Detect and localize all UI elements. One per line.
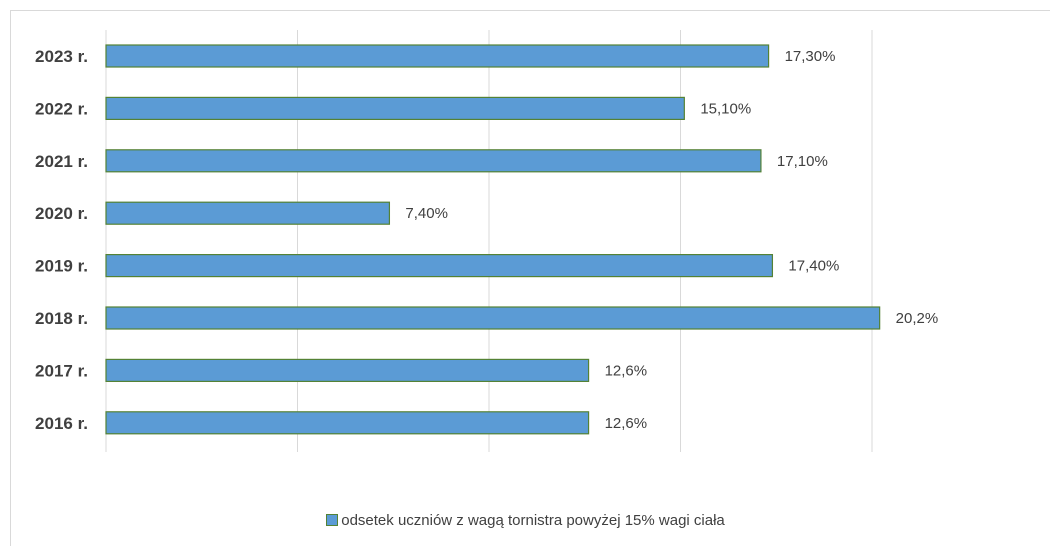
category-label: 2019 r. [35, 257, 88, 276]
category-label: 2017 r. [35, 361, 88, 380]
legend: odsetek uczniów z wagą tornistra powyżej… [0, 512, 1051, 529]
data-label: 15,10% [700, 100, 751, 117]
data-labels: 17,30% 15,10% 17,10% 7,40% 17,40% 20,2% 12,6% 1… [405, 48, 938, 432]
data-label: 12,6% [605, 415, 648, 432]
bar [105, 96, 685, 121]
grid-lines [105, 30, 873, 452]
bar [105, 411, 590, 435]
bar [105, 44, 770, 68]
bar [105, 254, 774, 278]
bar [105, 201, 391, 225]
data-label: 7,40% [405, 205, 448, 222]
category-labels: 2023 r. 2022 r. 2021 r. 2020 r. 2019 r. 2018 … [35, 47, 88, 433]
bars [105, 44, 881, 435]
category-label: 2020 r. [35, 204, 88, 223]
bar [105, 149, 762, 173]
bar [105, 358, 590, 382]
category-label: 2016 r. [35, 414, 88, 433]
legend-swatch [326, 514, 339, 527]
category-label: 2018 r. [35, 309, 88, 328]
data-label: 17,40% [788, 258, 839, 275]
legend-label: odsetek uczniów z wagą tornistra powyżej… [341, 512, 725, 529]
data-label: 17,30% [785, 48, 836, 65]
category-label: 2021 r. [35, 152, 88, 171]
data-label: 17,10% [777, 153, 828, 170]
category-label: 2022 r. [35, 99, 88, 118]
data-label: 20,2% [896, 310, 939, 327]
bar [105, 306, 881, 330]
data-label: 12,6% [605, 362, 648, 379]
category-label: 2023 r. [35, 47, 88, 66]
chart-frame [10, 10, 1050, 546]
